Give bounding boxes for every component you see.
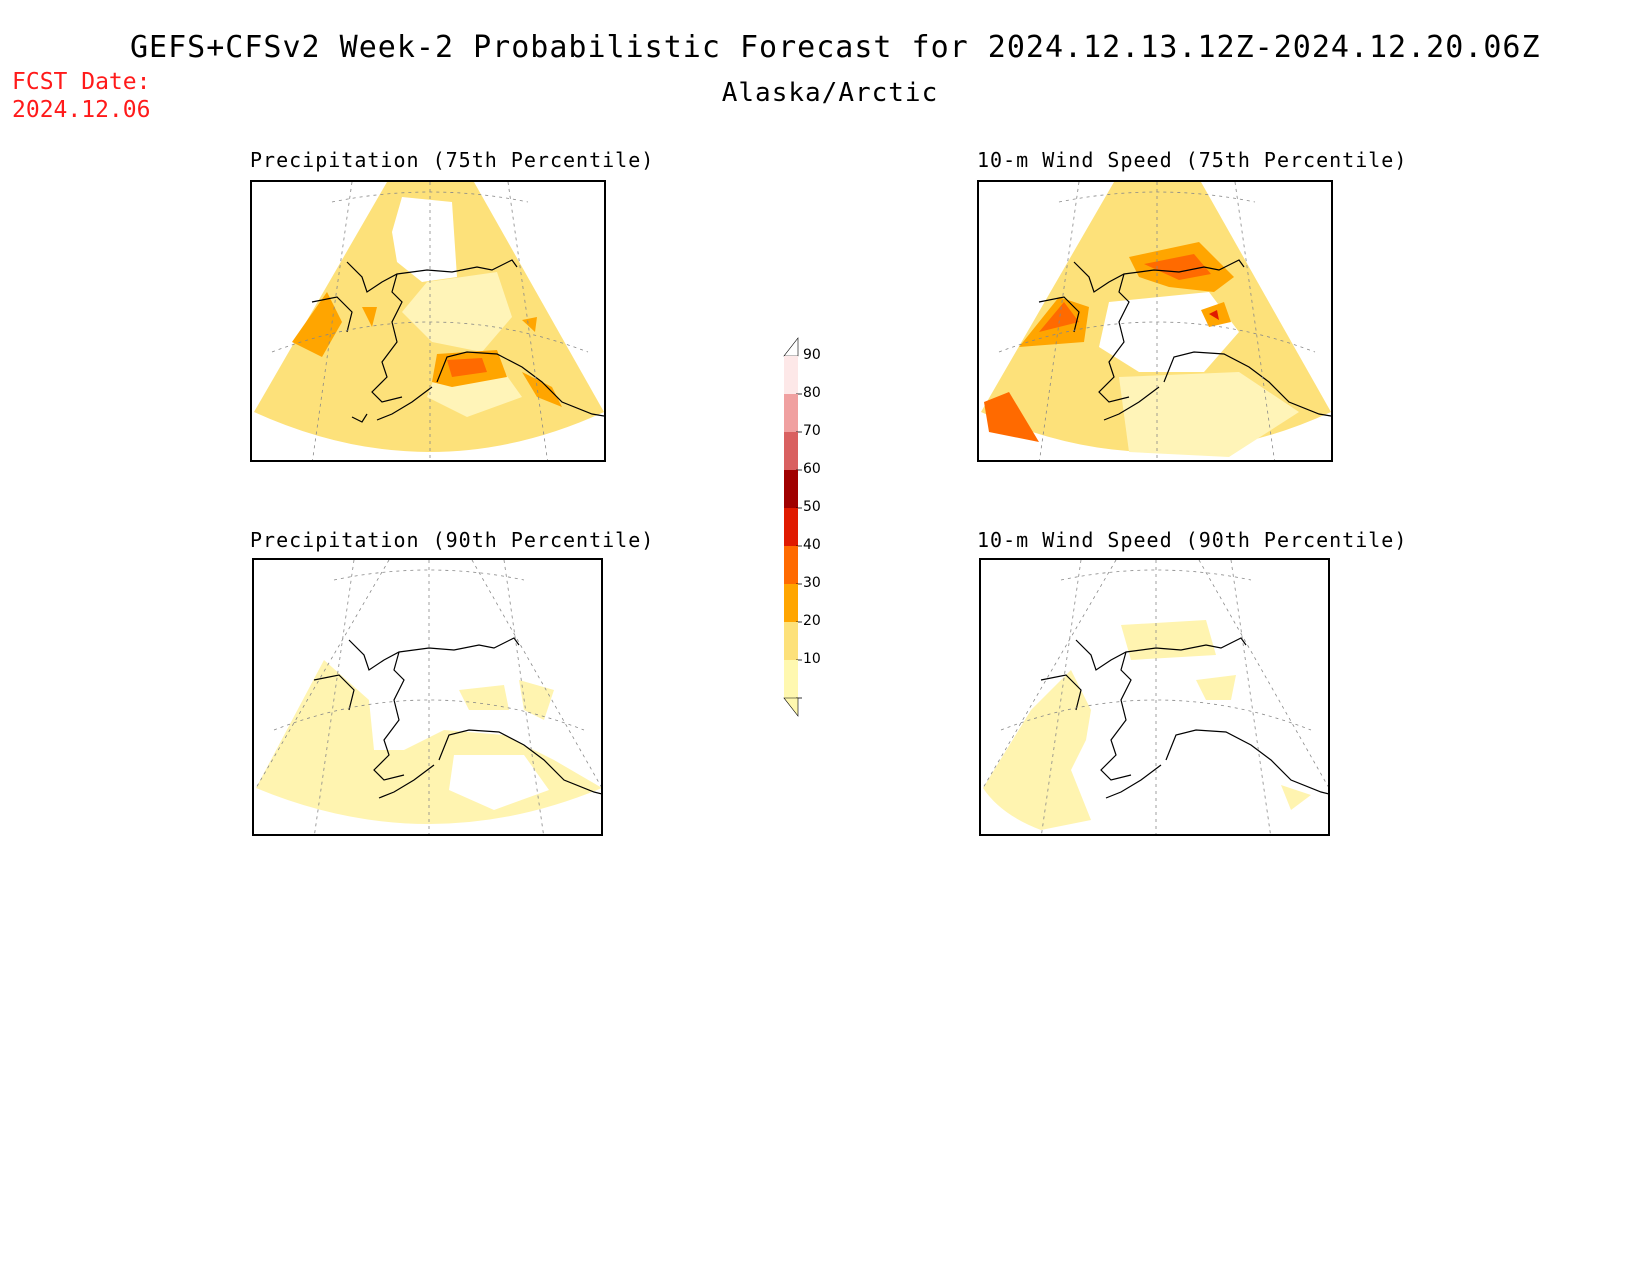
colorbar-label: 10 bbox=[803, 651, 821, 667]
colorbar-label: 90 bbox=[803, 347, 821, 363]
colorbar-top-arrow bbox=[783, 337, 799, 357]
panel-title-wind-75: 10-m Wind Speed (75th Percentile) bbox=[977, 148, 1408, 172]
panel-title-precip-90: Precipitation (90th Percentile) bbox=[250, 528, 655, 552]
colorbar-swatch bbox=[784, 622, 798, 660]
map-precip-75 bbox=[254, 182, 604, 460]
page-subtitle: Alaska/Arctic bbox=[721, 78, 939, 108]
map-precip-90 bbox=[255, 560, 601, 834]
colorbar-swatch bbox=[784, 546, 798, 584]
colorbar-label: 40 bbox=[803, 537, 821, 553]
fcst-date-value: 2024.12.06 bbox=[12, 97, 151, 123]
map-panel-wind-90 bbox=[979, 558, 1330, 836]
colorbar-swatch bbox=[784, 584, 798, 622]
panel-title-precip-75: Precipitation (75th Percentile) bbox=[250, 148, 655, 172]
colorbar-label: 50 bbox=[803, 499, 821, 515]
colorbar-label: 80 bbox=[803, 385, 821, 401]
map-panel-precip-75 bbox=[250, 180, 606, 462]
map-panel-wind-75 bbox=[977, 180, 1333, 462]
colorbar-swatch bbox=[784, 394, 798, 432]
fcst-date-label: FCST Date: bbox=[12, 69, 151, 95]
colorbar-swatch bbox=[784, 660, 798, 698]
colorbar-swatch bbox=[784, 356, 798, 394]
page-title: GEFS+CFSv2 Week-2 Probabilistic Forecast… bbox=[130, 30, 1541, 65]
colorbar bbox=[783, 337, 802, 717]
map-wind-75 bbox=[981, 182, 1331, 460]
forecast-date-block: FCST Date: 2024.12.06 bbox=[12, 68, 150, 124]
colorbar-swatch bbox=[784, 470, 798, 508]
map-panel-precip-90 bbox=[252, 558, 603, 836]
colorbar-label: 60 bbox=[803, 461, 821, 477]
colorbar-label: 70 bbox=[803, 423, 821, 439]
panel-title-wind-90: 10-m Wind Speed (90th Percentile) bbox=[977, 528, 1408, 552]
colorbar-swatch bbox=[784, 432, 798, 470]
colorbar-label: 20 bbox=[803, 613, 821, 629]
colorbar-swatch bbox=[784, 508, 798, 546]
colorbar-label: 30 bbox=[803, 575, 821, 591]
colorbar-bottom-arrow bbox=[783, 697, 799, 717]
map-wind-90 bbox=[982, 560, 1328, 834]
